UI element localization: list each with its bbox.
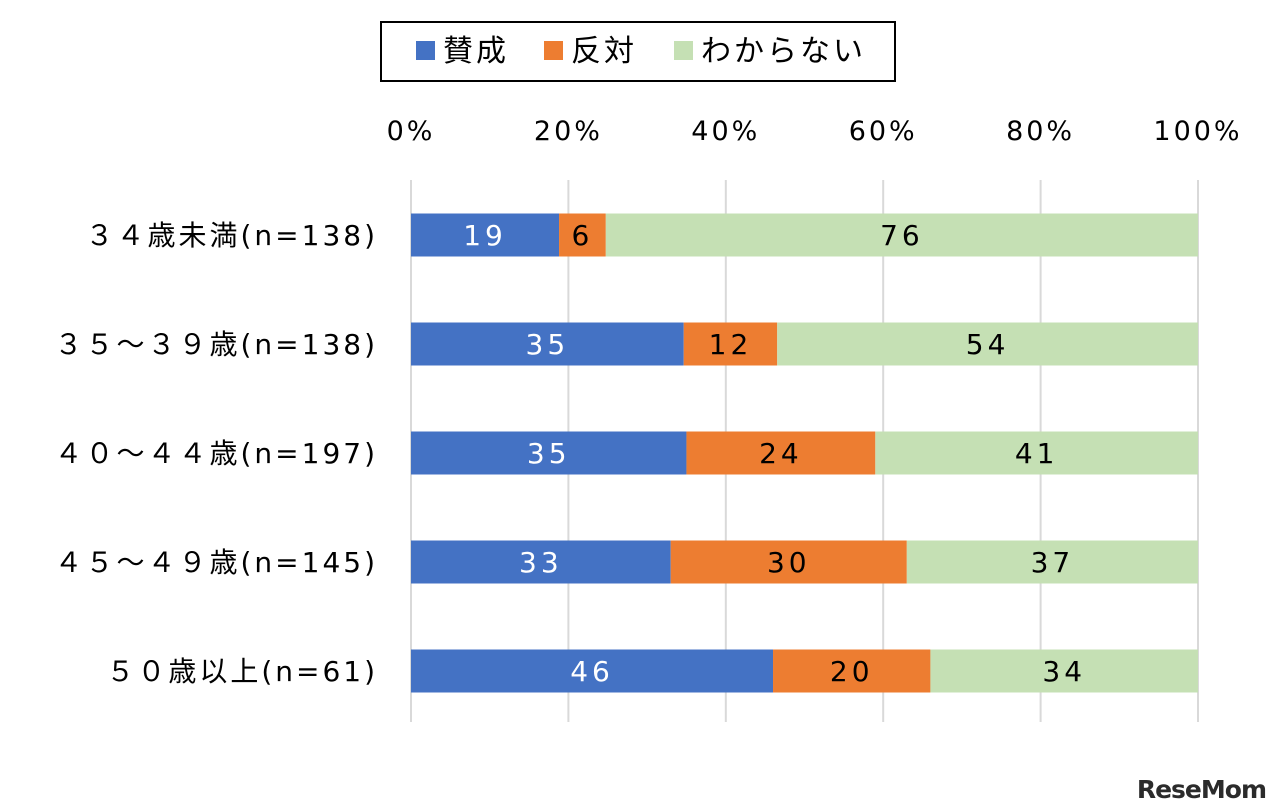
legend-item-unknown: わからない: [674, 35, 866, 69]
category-label: ４５～４９歳(n=145): [55, 546, 379, 579]
legend-swatch-oppose: [544, 41, 563, 60]
bar-segment: [411, 213, 560, 257]
legend-item-agree: 賛成: [416, 35, 509, 69]
data-label: 46: [570, 655, 614, 688]
x-tick-label: 100%: [1153, 116, 1242, 147]
resemom-logo: ReseMom: [1136, 775, 1267, 804]
bar-segment: [411, 322, 684, 366]
data-label: 12: [709, 328, 753, 361]
bar-segment: [683, 322, 778, 366]
x-tick-label: 40%: [691, 116, 760, 147]
bar-segment: [777, 322, 1198, 366]
category-label: ３５～３９歳(n=138): [55, 328, 379, 361]
category-label: ５０歳以上(n=61): [106, 655, 378, 688]
chart-legend: 賛成 反対 わからない: [380, 21, 896, 82]
bar-segment: [605, 213, 1198, 257]
bar-segment: [411, 649, 774, 693]
bar-segment: [930, 649, 1198, 693]
legend-item-oppose: 反対: [544, 35, 637, 69]
bar-segment: [906, 540, 1198, 584]
data-label: 6: [572, 219, 594, 252]
legend-label-unknown: わからない: [701, 34, 866, 69]
data-label: 30: [767, 546, 811, 579]
bar-segment: [559, 213, 606, 257]
legend-label-agree: 賛成: [443, 34, 509, 69]
legend-label-oppose: 反対: [571, 34, 637, 69]
category-label: ３４歳未満(n=138): [86, 219, 379, 252]
data-label: 76: [880, 219, 924, 252]
data-label: 41: [1015, 437, 1059, 470]
data-label: 33: [519, 546, 563, 579]
x-tick-label: 80%: [1006, 116, 1075, 147]
legend-swatch-agree: [416, 41, 435, 60]
bar-segment: [670, 540, 907, 584]
x-tick-label: 20%: [534, 116, 603, 147]
data-label: 35: [527, 437, 571, 470]
x-tick-label: 0%: [387, 116, 436, 147]
bar-segment: [411, 540, 671, 584]
data-label: 54: [966, 328, 1010, 361]
bar-segment: [773, 649, 931, 693]
bar-segment: [686, 431, 876, 475]
legend-swatch-unknown: [674, 41, 693, 60]
data-label: 24: [759, 437, 803, 470]
data-label: 35: [526, 328, 570, 361]
bar-segment: [411, 431, 687, 475]
data-label: 37: [1031, 546, 1075, 579]
bar-segment: [875, 431, 1198, 475]
category-label: ４０～４４歳(n=197): [55, 437, 379, 470]
data-label: 19: [463, 219, 507, 252]
data-label: 20: [830, 655, 874, 688]
x-tick-label: 60%: [849, 116, 918, 147]
data-label: 34: [1042, 655, 1086, 688]
